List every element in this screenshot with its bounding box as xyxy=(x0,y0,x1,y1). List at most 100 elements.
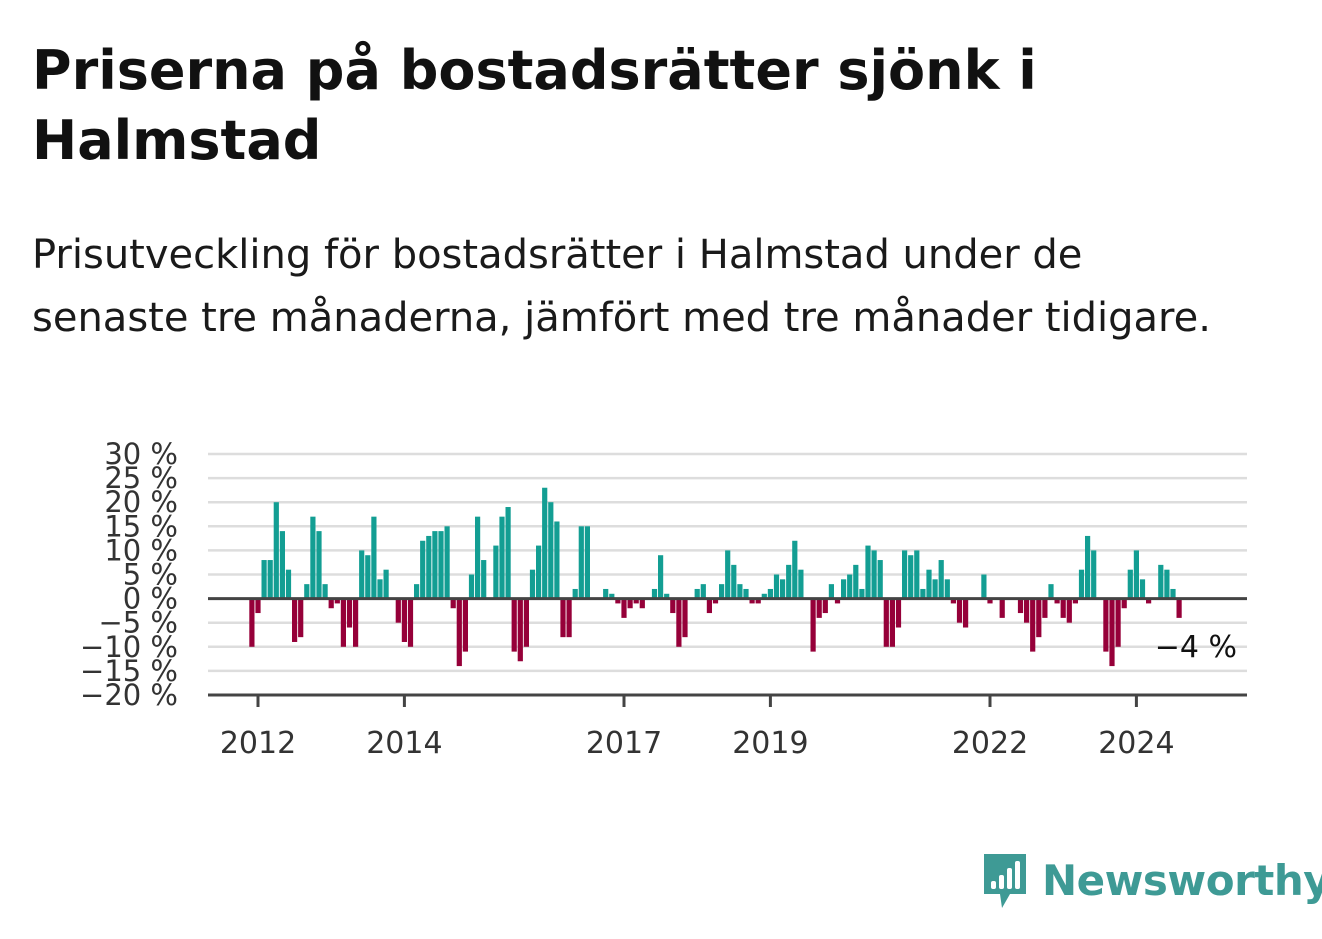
bar xyxy=(249,598,255,647)
bar xyxy=(615,598,621,604)
bar xyxy=(1109,598,1115,667)
bar xyxy=(920,588,926,599)
bar xyxy=(365,555,371,599)
bar xyxy=(560,598,566,638)
bar xyxy=(895,598,902,628)
bar xyxy=(664,593,670,599)
bar xyxy=(731,564,737,599)
bar xyxy=(334,598,340,604)
last-value-label: −4 % xyxy=(1155,630,1237,665)
bar xyxy=(359,550,365,599)
bar xyxy=(1048,584,1054,599)
bar xyxy=(950,598,956,604)
bar xyxy=(719,584,725,599)
bar xyxy=(316,531,322,599)
y-tick-label: −20 % xyxy=(80,678,178,712)
y-axis-tick-labels: 30 %25 %20 %15 %10 %5 %0 %−5 %−10 %−15 %… xyxy=(80,437,178,712)
bar xyxy=(1121,598,1127,609)
y-tick-label: 5 % xyxy=(123,558,178,592)
bar xyxy=(944,579,950,599)
bar xyxy=(798,569,804,599)
bar xyxy=(1017,598,1024,614)
bar xyxy=(889,598,895,647)
bar xyxy=(529,569,536,599)
bar xyxy=(859,588,865,599)
axes xyxy=(208,597,1247,707)
bar xyxy=(1133,550,1139,599)
bar xyxy=(584,526,590,599)
bar xyxy=(627,598,633,609)
bar xyxy=(523,598,529,647)
bar xyxy=(383,569,389,599)
bar xyxy=(712,598,719,604)
bar xyxy=(285,569,292,599)
bar xyxy=(468,574,475,599)
bar xyxy=(438,531,444,599)
bar xyxy=(767,588,773,599)
bar xyxy=(658,555,664,599)
bar xyxy=(981,574,987,599)
bar xyxy=(1146,598,1152,604)
bar xyxy=(883,598,889,647)
bar xyxy=(292,598,298,642)
x-tick-label: 2022 xyxy=(952,726,1028,760)
bar xyxy=(298,598,304,638)
bar xyxy=(682,598,688,638)
bar xyxy=(908,555,914,599)
chart-subtitle: Prisutveckling för bostadsrätter i Halms… xyxy=(32,232,1211,341)
bar xyxy=(621,598,627,618)
bar xyxy=(1115,598,1121,647)
bar xyxy=(505,507,511,599)
bar xyxy=(865,545,871,599)
bar xyxy=(261,560,267,599)
bar xyxy=(1085,535,1091,599)
x-tick-label: 2019 xyxy=(732,726,808,760)
bar xyxy=(853,564,859,599)
bar xyxy=(267,560,273,599)
bar xyxy=(651,588,658,599)
bar xyxy=(450,598,456,609)
bar xyxy=(310,516,316,599)
bar xyxy=(511,598,517,652)
bar xyxy=(536,545,542,599)
bar xyxy=(328,598,334,609)
bar xyxy=(737,584,743,599)
bar xyxy=(572,588,578,599)
bar-chart-speech-bubble-icon xyxy=(984,854,1026,908)
bar xyxy=(554,521,560,599)
bar xyxy=(755,598,761,604)
bar xyxy=(1072,598,1078,604)
bar xyxy=(932,579,938,599)
bar xyxy=(700,584,706,599)
bar xyxy=(822,598,828,614)
bar xyxy=(548,502,554,599)
x-tick-label: 2024 xyxy=(1098,726,1174,760)
bar xyxy=(816,598,822,618)
y-tick-label: −15 % xyxy=(80,654,178,688)
bar xyxy=(493,545,499,599)
y-tick-label: 15 % xyxy=(104,509,178,543)
y-tick-label: 10 % xyxy=(104,533,178,567)
bar xyxy=(810,598,816,652)
bars xyxy=(249,487,1182,667)
bar xyxy=(914,550,920,599)
bar xyxy=(1042,598,1048,618)
y-tick-label: −10 % xyxy=(80,630,178,664)
bar xyxy=(462,598,468,652)
bar xyxy=(395,598,401,623)
bar xyxy=(694,588,700,599)
bar xyxy=(1060,598,1066,618)
x-tick-label: 2017 xyxy=(586,726,662,760)
bar xyxy=(1024,598,1030,623)
x-tick-label: 2014 xyxy=(366,726,442,760)
bar xyxy=(456,598,462,667)
newsworthy-logo[interactable]: Newsworthy xyxy=(980,848,1322,912)
bar xyxy=(1078,569,1085,599)
bar xyxy=(743,588,749,599)
bar xyxy=(609,593,615,599)
x-axis-tick-labels: 2012 2014 2017 2019 2022 2024 xyxy=(220,726,1175,760)
bar xyxy=(1066,598,1072,623)
bar xyxy=(761,593,767,599)
bar xyxy=(786,564,792,599)
bar xyxy=(444,526,450,599)
